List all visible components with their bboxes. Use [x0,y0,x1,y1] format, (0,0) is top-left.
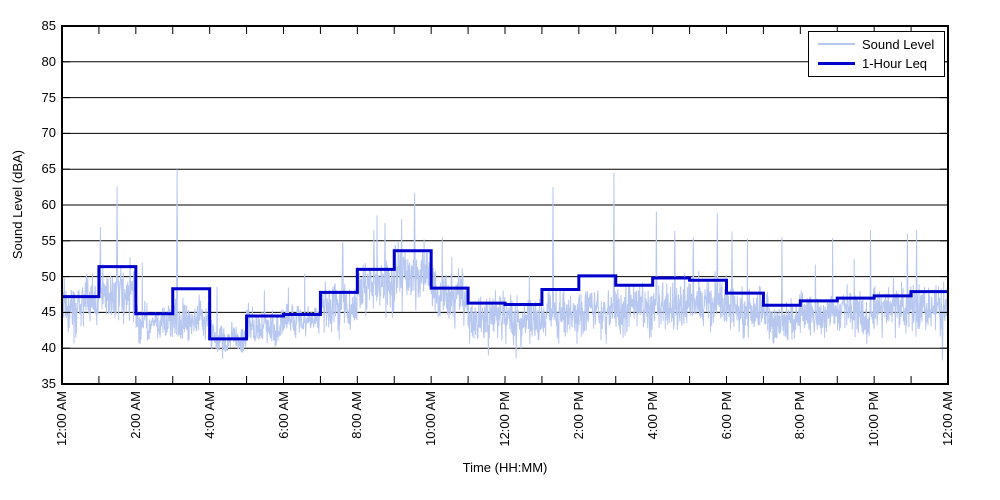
x-tick-label-16: 4:00 PM [644,391,660,440]
y-tick-label-40: 40 [41,340,56,356]
x-tick-label-8: 8:00 AM [349,391,365,439]
legend-label-leq: 1-Hour Leq [862,56,928,72]
x-tick-label-6: 6:00 AM [275,391,291,439]
legend-item-sound-level: Sound Level [809,37,944,52]
y-tick-label-35: 35 [41,376,56,391]
x-tick-label-10: 10:00 AM [423,391,439,446]
x-tick-label-0: 12:00 AM [54,391,69,446]
y-tick-label-75: 75 [41,89,56,105]
x-tick-label-22: 10:00 PM [866,391,882,447]
legend-line-sample-sound-level [818,43,855,46]
y-tick-label-85: 85 [41,18,56,33]
x-tick-label-2: 2:00 AM [127,391,143,439]
y-tick-label-65: 65 [41,161,56,177]
sound-level-trace [61,169,949,361]
y-tick-label-45: 45 [41,304,56,320]
x-tick-label-12: 12:00 PM [497,391,512,447]
x-tick-label-18: 6:00 PM [718,391,734,440]
legend-item-leq: 1-Hour Leq [809,56,944,71]
x-tick-label-24: 12:00 AM [940,391,955,446]
y-tick-label-70: 70 [41,125,56,141]
x-axis-title: Time (HH:MM) [462,460,548,475]
legend-label-sound-level: Sound Level [862,36,935,52]
legend-line-sample-leq [818,62,855,66]
y-tick-label-80: 80 [41,53,56,69]
y-tick-label-60: 60 [41,197,56,212]
y-tick-label-55: 55 [41,232,56,248]
legend: Sound Level 1-Hour Leq [808,31,945,77]
x-tick-label-14: 2:00 PM [570,391,586,440]
y-tick-label-50: 50 [41,268,56,284]
leq-step-line [62,249,948,341]
x-tick-label-20: 8:00 PM [792,391,808,440]
x-tick-label-4: 4:00 AM [201,391,217,439]
